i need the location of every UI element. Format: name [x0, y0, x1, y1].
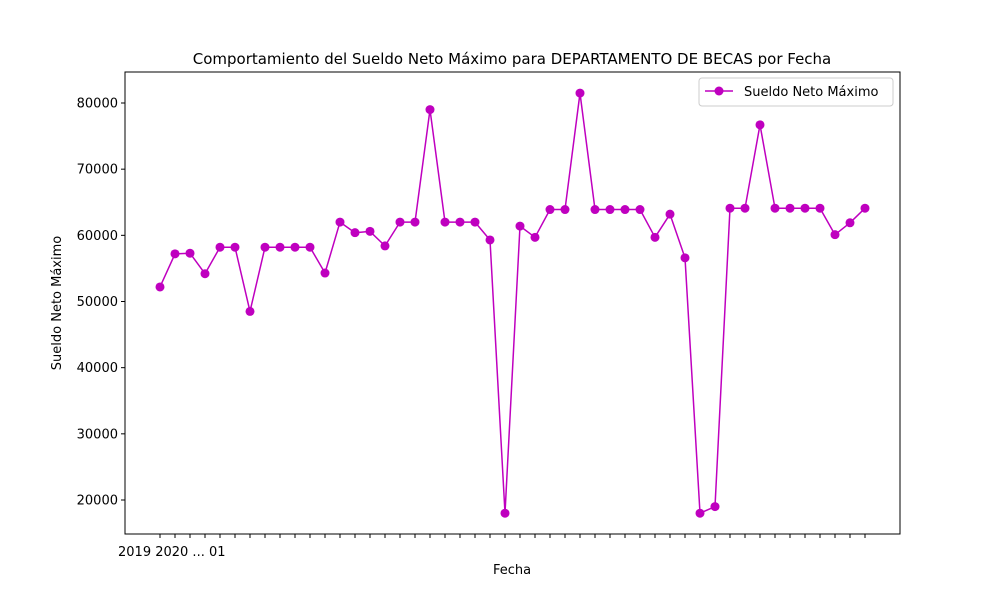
data-point — [845, 218, 855, 228]
plot-area — [124, 71, 901, 535]
data-point — [260, 242, 270, 252]
legend-box — [698, 77, 894, 107]
x-axis-label: Fecha — [493, 563, 531, 578]
y-axis-label: Sueldo Neto Máximo — [50, 236, 65, 370]
data-point — [185, 248, 195, 258]
x-tick-labels: 2019 2020 ... 01 — [118, 545, 226, 560]
data-point — [830, 230, 840, 240]
data-point — [155, 282, 165, 292]
y-tick-label: 70000 — [77, 163, 118, 178]
data-point — [350, 228, 360, 238]
data-point — [800, 203, 810, 213]
series-layer — [155, 88, 870, 518]
data-point — [590, 205, 600, 215]
chart-title: Comportamiento del Sueldo Neto Máximo pa… — [193, 50, 832, 68]
y-tick-label: 80000 — [77, 97, 118, 112]
data-point — [635, 205, 645, 215]
data-point — [605, 205, 615, 215]
data-point — [200, 269, 210, 279]
data-point — [470, 217, 480, 227]
data-point — [815, 203, 825, 213]
legend-point-marker — [714, 86, 724, 96]
data-point — [560, 205, 570, 215]
data-point — [500, 508, 510, 518]
data-point — [275, 242, 285, 252]
data-point — [770, 203, 780, 213]
data-point — [230, 242, 240, 252]
data-point — [665, 209, 675, 219]
x-axis — [159, 534, 866, 538]
y-axis: 20000 30000 40000 50000 60000 70000 80000 — [77, 97, 125, 509]
data-point — [575, 88, 585, 98]
data-point — [320, 268, 330, 278]
data-point — [785, 203, 795, 213]
y-tick-label: 40000 — [77, 361, 118, 376]
data-point — [740, 203, 750, 213]
data-point — [650, 232, 660, 242]
data-point — [545, 205, 555, 215]
legend: Sueldo Neto Máximo — [698, 77, 894, 107]
y-tick-label: 30000 — [77, 427, 118, 442]
data-point — [380, 241, 390, 251]
data-point — [680, 253, 690, 263]
data-point — [695, 508, 705, 518]
y-tick-label: 20000 — [77, 494, 118, 509]
data-point — [710, 502, 720, 512]
legend-label: Sueldo Neto Máximo — [744, 85, 878, 100]
data-point — [860, 203, 870, 213]
y-tick-label: 60000 — [77, 229, 118, 244]
data-point — [620, 205, 630, 215]
data-point — [170, 249, 180, 259]
data-point — [245, 306, 255, 316]
data-point — [290, 242, 300, 252]
data-point — [455, 217, 465, 227]
data-point — [530, 232, 540, 242]
data-point — [515, 221, 525, 231]
data-point — [305, 242, 315, 252]
data-point — [365, 226, 375, 236]
data-point — [485, 235, 495, 245]
data-point — [395, 217, 405, 227]
y-tick-label: 50000 — [77, 295, 118, 310]
data-point — [725, 203, 735, 213]
data-point — [410, 217, 420, 227]
data-point — [755, 120, 765, 130]
data-point — [215, 242, 225, 252]
data-point — [335, 217, 345, 227]
series-line — [159, 92, 866, 514]
data-point — [425, 105, 435, 115]
data-point — [440, 217, 450, 227]
